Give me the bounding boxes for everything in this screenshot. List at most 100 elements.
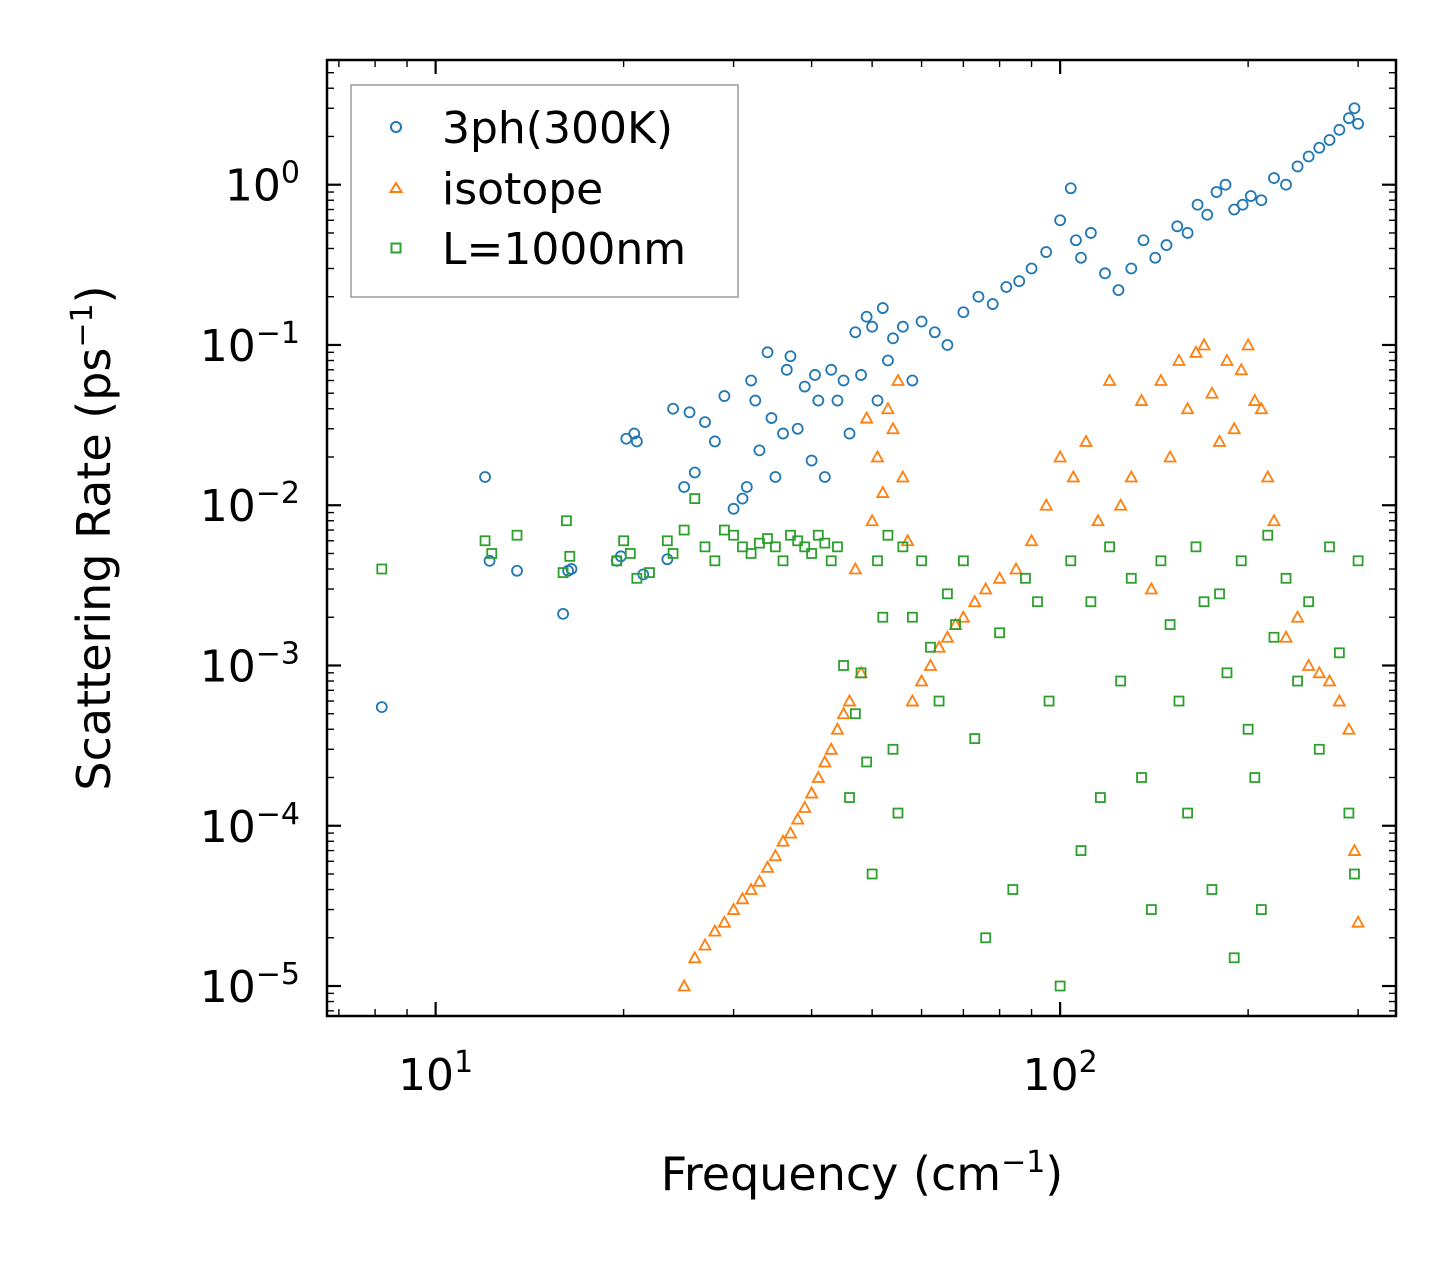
data-point xyxy=(1210,186,1223,198)
data-point xyxy=(812,394,825,407)
data-point xyxy=(1197,337,1212,351)
data-point xyxy=(1333,123,1346,136)
y-tick-label: 100 xyxy=(225,156,300,212)
data-point xyxy=(1054,214,1067,227)
data-point xyxy=(768,848,783,862)
data-point xyxy=(1204,385,1219,399)
data-point xyxy=(1206,884,1218,895)
data-point xyxy=(709,555,721,567)
y-tick-label: 10−1 xyxy=(200,316,300,372)
data-point xyxy=(1091,513,1106,527)
data-point xyxy=(871,394,884,407)
data-point xyxy=(1043,695,1055,707)
data-point xyxy=(1102,373,1117,386)
data-point xyxy=(932,639,947,653)
data-point xyxy=(824,741,839,755)
data-point xyxy=(783,825,798,839)
data-point xyxy=(736,492,749,505)
data-point xyxy=(1112,284,1125,296)
legend: 3ph(300K) isotope L=1000nm xyxy=(350,84,739,298)
data-point xyxy=(1214,588,1225,600)
data-point xyxy=(860,310,873,323)
data-point xyxy=(511,529,523,541)
data-point xyxy=(887,332,899,345)
data-point xyxy=(683,406,696,419)
data-point xyxy=(885,421,901,435)
data-point xyxy=(817,754,832,768)
data-point xyxy=(1013,275,1026,288)
data-point xyxy=(792,535,804,547)
data-point xyxy=(855,667,867,679)
data-point xyxy=(1323,134,1336,146)
y-tick-label: 10−4 xyxy=(200,797,300,853)
data-point xyxy=(866,320,879,333)
data-point xyxy=(1075,251,1087,264)
data-point xyxy=(791,422,804,435)
data-point xyxy=(882,354,894,367)
y-tick-label: 10−2 xyxy=(200,476,300,532)
data-point xyxy=(1312,665,1327,679)
data-point xyxy=(880,401,895,415)
data-point xyxy=(1244,190,1257,202)
data-point xyxy=(1235,555,1247,567)
data-point xyxy=(745,548,757,559)
data-point xyxy=(1347,843,1362,856)
data-point xyxy=(776,833,791,847)
data-point xyxy=(1254,401,1269,415)
data-point xyxy=(809,369,821,381)
data-point xyxy=(1290,609,1305,623)
data-point xyxy=(780,363,793,376)
data-point xyxy=(980,932,992,944)
data-point xyxy=(896,320,909,333)
data-point xyxy=(838,660,849,671)
data-point xyxy=(1144,581,1159,595)
data-point xyxy=(1125,572,1137,584)
data-point xyxy=(667,548,679,559)
data-point xyxy=(375,701,388,714)
data-point xyxy=(667,402,679,415)
data-point xyxy=(978,581,993,595)
data-point xyxy=(1164,619,1176,630)
data-point xyxy=(486,548,498,559)
data-point xyxy=(1322,673,1337,687)
data-point xyxy=(697,937,713,951)
data-point xyxy=(844,792,855,803)
data-point xyxy=(1173,695,1185,707)
data-point xyxy=(1260,469,1275,483)
data-point xyxy=(718,524,730,536)
data-point xyxy=(848,561,863,575)
data-point xyxy=(1191,198,1204,211)
data-point xyxy=(956,609,971,623)
data-point xyxy=(1332,693,1347,707)
data-point xyxy=(1137,234,1150,247)
data-point xyxy=(1301,658,1316,671)
data-point xyxy=(1201,208,1214,221)
data-point xyxy=(865,513,880,527)
data-point xyxy=(825,555,837,567)
data-point xyxy=(1099,267,1111,280)
data-point xyxy=(825,363,838,376)
data-point xyxy=(843,427,856,440)
data-point xyxy=(727,502,740,515)
data-point xyxy=(1054,980,1066,992)
data-point xyxy=(1249,772,1261,783)
data-point xyxy=(1084,227,1097,239)
data-point xyxy=(769,471,782,483)
data-point xyxy=(790,811,805,825)
data-point xyxy=(887,743,899,755)
data-point xyxy=(897,541,909,553)
data-point xyxy=(1094,792,1106,803)
data-point xyxy=(895,469,910,483)
data-point xyxy=(799,541,811,553)
data-point xyxy=(708,435,721,448)
data-point xyxy=(1212,434,1227,447)
data-point xyxy=(1007,884,1019,895)
data-point xyxy=(735,891,750,905)
data-point xyxy=(806,548,818,559)
data-point xyxy=(805,454,818,467)
data-point xyxy=(1236,198,1249,211)
data-point xyxy=(630,435,643,448)
data-point xyxy=(1291,160,1304,173)
data-point xyxy=(740,481,753,493)
